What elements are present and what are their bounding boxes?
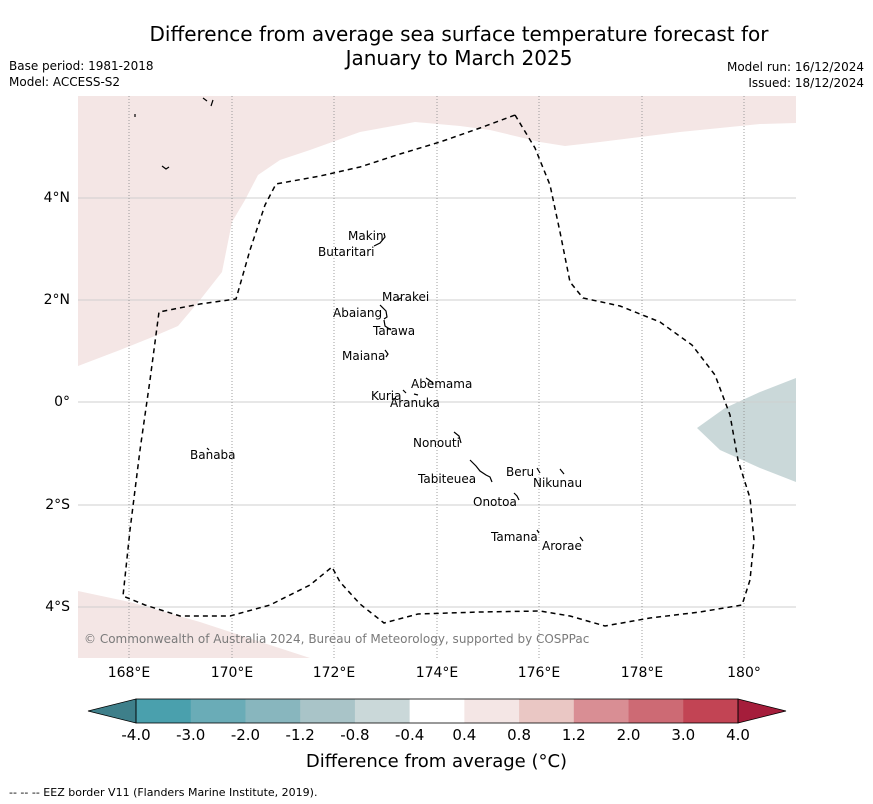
lon-label-178e: 178°E <box>620 665 664 681</box>
colorbar-tick-label: 3.0 <box>671 726 696 744</box>
lat-label-2n: 2°N <box>43 292 70 308</box>
lon-label-180: 180° <box>727 665 761 681</box>
island-label-butaritari: Butaritari <box>318 245 375 259</box>
island-label-abemama: Abemama <box>411 377 473 391</box>
colorbar-tick-label: 0.4 <box>452 726 477 744</box>
meta-left: Base period: 1981-2018 Model: ACCESS-S2 <box>9 58 154 90</box>
colorbar-label: Difference from average (°C) <box>305 751 568 772</box>
warm-anomaly-region-south <box>78 591 310 658</box>
island-label-onotoa: Onotoa <box>473 495 517 509</box>
island-label-makin: Makin <box>348 229 384 243</box>
colorbar-tick-label: -0.8 <box>340 726 370 744</box>
lon-label-170e: 170°E <box>210 665 254 681</box>
warm-anomaly-region-north <box>78 96 796 366</box>
lon-label-176e: 176°E <box>517 665 561 681</box>
title-line-1: Difference from average sea surface temp… <box>149 22 769 46</box>
longitude-gridlines <box>128 96 745 658</box>
island-label-tarawa: Tarawa <box>373 324 416 338</box>
base-period: Base period: 1981-2018 <box>9 59 154 73</box>
island-label-arorae: Arorae <box>542 539 582 553</box>
model-run: Model run: 16/12/2024 <box>726 60 864 74</box>
colorbar-tick-label: -3.0 <box>176 726 206 744</box>
colorbar-tick-label: -4.0 <box>121 726 151 744</box>
island-label-marakei: Marakei <box>382 290 430 304</box>
lon-label-168e: 168°E <box>107 665 151 681</box>
lat-label-4n: 4°N <box>43 190 70 206</box>
colorbar-tick-label: -2.0 <box>230 726 261 744</box>
map-title: Difference from average sea surface temp… <box>0 22 873 70</box>
lon-label-174e: 174°E <box>415 665 459 681</box>
island-label-nikunau: Nikunau <box>533 476 583 490</box>
title-line-2: January to March 2025 <box>345 46 573 70</box>
lat-label-4s: 4°S <box>45 599 70 615</box>
island-label-nonouti: Nonouti <box>413 436 460 450</box>
island-label-abaiang: Abaiang <box>333 306 383 320</box>
colorbar-tick-label: 4.0 <box>726 726 750 744</box>
model-name: Model: ACCESS-S2 <box>9 75 121 89</box>
island-label-maiana: Maiana <box>342 349 386 363</box>
colorbar-tick-label: -0.4 <box>394 726 425 744</box>
issued-date: Issued: 18/12/2024 <box>748 76 864 90</box>
cool-anomaly-region-east <box>697 378 796 482</box>
colorbar-tick-label: -1.2 <box>285 726 315 744</box>
island-label-aranuka: Aranuka <box>390 396 440 410</box>
colorbar-tick-label: 1.2 <box>561 726 586 744</box>
lon-label-172e: 172°E <box>312 665 356 681</box>
lat-label-2s: 2°S <box>45 497 70 513</box>
colorbar-tick-label: 0.8 <box>507 726 531 744</box>
copyright-credit: © Commonwealth of Australia 2024, Bureau… <box>84 632 590 646</box>
eez-border-note: -- -- -- EEZ border V11 (Flanders Marine… <box>9 786 318 799</box>
island-label-banaba: Banaba <box>190 448 236 462</box>
island-outlines <box>134 97 584 542</box>
meta-right: Model run: 16/12/2024 Issued: 18/12/2024 <box>727 59 864 91</box>
island-label-tabiteuea: Tabiteuea <box>418 472 477 486</box>
lat-label-0: 0° <box>54 394 70 410</box>
island-label-kuria: Kuria <box>371 389 402 403</box>
colorbar-tick-label: 2.0 <box>616 726 641 744</box>
island-label-tamana: Tamana <box>491 530 538 544</box>
island-label-beru: Beru <box>506 465 535 479</box>
